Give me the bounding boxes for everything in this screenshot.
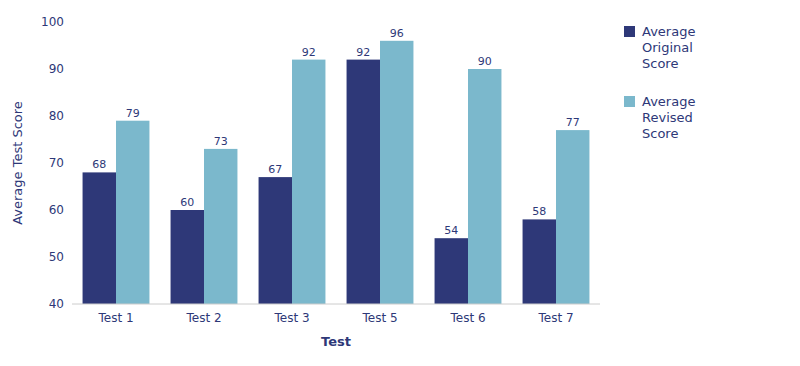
x-tick-label: Test 6 bbox=[449, 311, 485, 325]
x-tick-label: Test 2 bbox=[185, 311, 221, 325]
legend-label: AverageOriginalScore bbox=[642, 24, 695, 71]
data-label: 96 bbox=[390, 27, 404, 40]
y-tick-label: 50 bbox=[49, 250, 64, 264]
data-label: 54 bbox=[444, 224, 458, 237]
data-label: 68 bbox=[92, 158, 106, 171]
x-axis-title: Test bbox=[321, 334, 351, 349]
bar bbox=[468, 69, 501, 304]
y-tick-label: 100 bbox=[41, 15, 64, 29]
data-label: 67 bbox=[268, 163, 282, 176]
data-label: 60 bbox=[180, 196, 194, 209]
bar bbox=[347, 60, 380, 304]
legend-swatch bbox=[624, 26, 635, 37]
data-label: 77 bbox=[566, 116, 580, 129]
y-tick-label: 80 bbox=[49, 109, 64, 123]
data-label: 92 bbox=[302, 46, 316, 59]
bar bbox=[204, 149, 237, 304]
legend: AverageOriginalScore AverageRevisedScore bbox=[624, 24, 695, 141]
bar bbox=[171, 210, 204, 304]
x-tick-label: Test 3 bbox=[273, 311, 309, 325]
bars bbox=[83, 41, 590, 304]
x-tick-label: Test 1 bbox=[97, 311, 133, 325]
data-label: 79 bbox=[126, 107, 140, 120]
bar bbox=[292, 60, 325, 304]
bar bbox=[380, 41, 413, 304]
bar bbox=[259, 177, 292, 304]
bar bbox=[523, 219, 556, 304]
y-tick-label: 90 bbox=[49, 62, 64, 76]
y-tick-label: 70 bbox=[49, 156, 64, 170]
data-label: 73 bbox=[214, 135, 228, 148]
data-label: 58 bbox=[532, 205, 546, 218]
x-tick-label: Test 5 bbox=[361, 311, 397, 325]
y-tick-label: 40 bbox=[49, 297, 64, 311]
y-tick-label: 60 bbox=[49, 203, 64, 217]
bar bbox=[435, 238, 468, 304]
x-tick-label: Test 7 bbox=[537, 311, 573, 325]
x-axis-line bbox=[72, 304, 600, 305]
chart-container: 40 50 60 70 80 90 100 68 60 67 92 54 58 79 73 92 96 90 77 T… bbox=[0, 0, 800, 366]
data-label: 90 bbox=[478, 55, 492, 68]
legend-label: AverageRevisedScore bbox=[642, 94, 695, 141]
data-label: 92 bbox=[356, 46, 370, 59]
bar bbox=[116, 121, 149, 304]
y-axis-title: Average Test Score bbox=[10, 101, 25, 225]
bar bbox=[556, 130, 589, 304]
chart-svg: 40 50 60 70 80 90 100 68 60 67 92 54 58 79 73 92 96 90 77 T… bbox=[0, 0, 800, 366]
bar bbox=[83, 172, 116, 304]
legend-swatch bbox=[624, 96, 635, 107]
